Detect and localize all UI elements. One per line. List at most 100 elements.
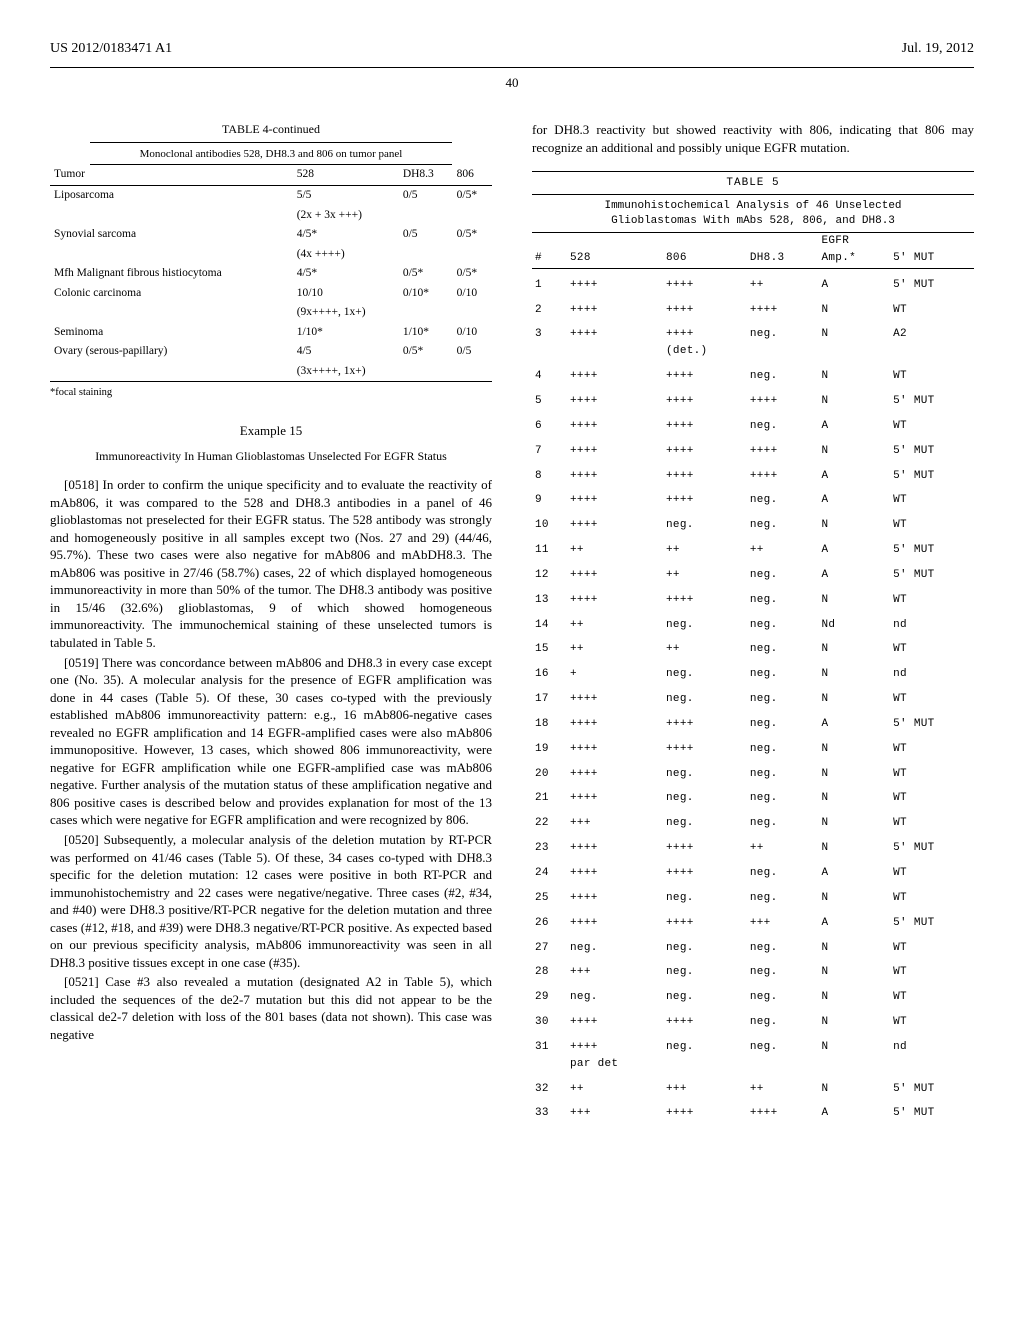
table5-cell: 5' MUT [890,1105,974,1122]
table4-subcell [50,206,293,226]
table4-col-dh83: DH8.3 [399,165,453,185]
table5-cell: neg. [747,326,819,343]
table5-cell: nd [890,617,974,634]
table5-cell: WT [890,940,974,957]
table5-cell: neg. [663,1039,747,1056]
table5-cell: 4 [532,368,567,385]
table5-cell: WT [890,865,974,882]
table5-cell: ++ [747,277,819,294]
table5-cell: 33 [532,1105,567,1122]
table5-cell: A [818,567,890,584]
table5-cell: neg. [663,964,747,981]
table5-cell: 7 [532,443,567,460]
table5-cell: N [818,393,890,410]
table4: Tumor 528 DH8.3 806 Liposarcoma5/50/50/5… [50,165,492,382]
table5-row: 3++++++++neg.NA2 [532,326,974,343]
table5-cell: ++++ [567,1039,663,1056]
table5-cell: 6 [532,418,567,435]
table5-cell: N [818,790,890,807]
table5-cell [890,1056,974,1073]
table4-cell: 0/5* [453,264,492,284]
publication-date: Jul. 19, 2012 [902,40,974,59]
table5-row: 18++++++++neg.A5' MUT [532,716,974,733]
table5-cell [532,343,567,360]
table4-subrow: (9x++++, 1x+) [50,303,492,323]
table4-subcell [50,245,293,265]
table5-cell: 5' MUT [890,393,974,410]
table5-cell: ++++ [663,1105,747,1122]
table5-cell: 24 [532,865,567,882]
table4-cell: Ovary (serous-papillary) [50,342,293,362]
table4-rule-top [90,142,452,143]
table5-cell: neg. [663,815,747,832]
table4-cell: 0/5* [399,264,453,284]
table5-cell: neg. [747,741,819,758]
table5-cell: ++++ [567,277,663,294]
table5-cell: 28 [532,964,567,981]
table5-cell: N [818,766,890,783]
table5-cell: ++++ [747,393,819,410]
table5-cell: ++++ [663,1014,747,1031]
table5-cell: neg. [747,716,819,733]
table5-cell: neg. [747,790,819,807]
table5-cell: ++++ [663,716,747,733]
publication-number: US 2012/0183471 A1 [50,40,172,59]
table5-cell: 32 [532,1081,567,1098]
table4-subcell [453,303,492,323]
table5-cell: A [818,492,890,509]
table5-cell: 11 [532,542,567,559]
table5-cell: ++++ [663,418,747,435]
page-header: US 2012/0183471 A1 Jul. 19, 2012 [50,40,974,59]
table5-cell: 22 [532,815,567,832]
table5-cell: ++++ [567,741,663,758]
table5-cell: 30 [532,1014,567,1031]
table5-row: 25++++neg.neg.NWT [532,890,974,907]
table5-cell: + [567,666,663,683]
table5-cell: ++++ [663,741,747,758]
table5-col-num: # [532,250,567,268]
table5-cell: neg. [747,766,819,783]
table5-cell: neg. [663,617,747,634]
table5-col-806: 806 [663,250,747,268]
table5-row: 17++++neg.neg.NWT [532,691,974,708]
table4-cell: 0/5* [453,225,492,245]
table5-cell: neg. [747,964,819,981]
table5-cell: WT [890,766,974,783]
table5-cell: WT [890,418,974,435]
table5-row: 7++++++++++++N5' MUT [532,443,974,460]
table5-cell: ++++ [567,468,663,485]
table5-cell: ++ [747,542,819,559]
table5-cell: ++ [567,641,663,658]
table5-cell: ++++ [567,1014,663,1031]
table5-cell: (det.) [663,343,747,360]
table5-cell: ++++ [567,368,663,385]
table5-cell [567,343,663,360]
table5-cell: ++ [747,840,819,857]
table5-cell: neg. [663,989,747,1006]
table5-cell: neg. [567,989,663,1006]
table5-cell: N [818,592,890,609]
table5-cell: 19 [532,741,567,758]
table5-cell: ++++ [663,592,747,609]
table5-cell: neg. [747,815,819,832]
table4-cell: 4/5* [293,225,399,245]
table5-cell: WT [890,691,974,708]
table5-title-line2: Glioblastomas With mAbs 528, 806, and DH… [532,214,974,229]
table5-cell: ++++ [663,865,747,882]
table4-row: Liposarcoma5/50/50/5* [50,185,492,205]
table5-cell: N [818,368,890,385]
table5-cell: ++++ [747,302,819,319]
table5-cell: ++ [663,567,747,584]
table5-cell: A [818,1105,890,1122]
table4-subcell [399,206,453,226]
table5-cell: ++++ [567,840,663,857]
table4-cell: Mfh Malignant fibrous histiocytoma [50,264,293,284]
table5-cell: +++ [663,1081,747,1098]
table4-cell: Seminoma [50,323,293,343]
table5-cell: A [818,468,890,485]
table5-cell: WT [890,964,974,981]
table5-title-line1: Immunohistochemical Analysis of 46 Unsel… [532,199,974,214]
table5-cell: neg. [663,940,747,957]
table5-cell: WT [890,741,974,758]
table5-cell: 18 [532,716,567,733]
